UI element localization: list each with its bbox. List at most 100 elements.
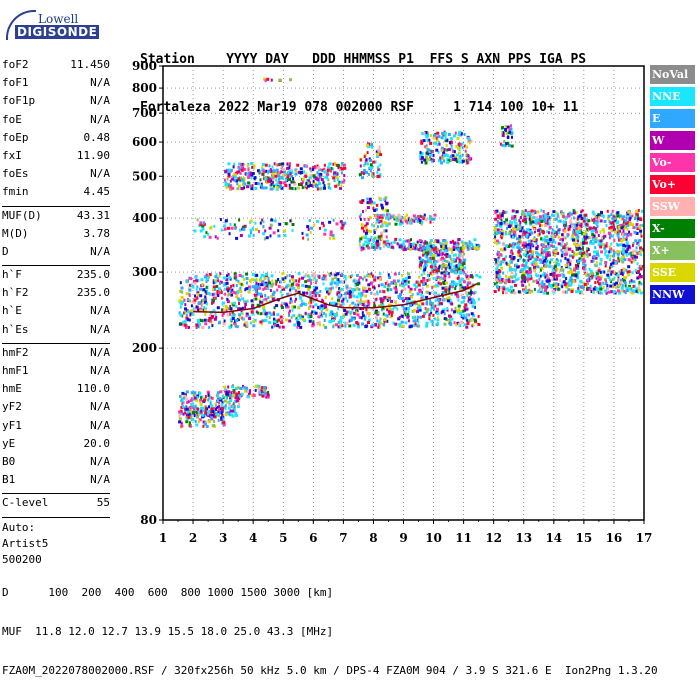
echo-point	[529, 232, 532, 236]
echo-point	[458, 145, 461, 149]
echo-point	[387, 273, 390, 277]
echo-point	[582, 213, 585, 217]
echo-point	[471, 275, 474, 279]
echo-point	[422, 217, 426, 221]
x-tick-label: 11	[455, 531, 472, 545]
echo-point	[507, 245, 511, 248]
echo-point	[627, 224, 630, 227]
echo-point	[616, 243, 620, 247]
echo-point	[381, 208, 384, 212]
echo-point	[453, 282, 457, 286]
echo-point	[245, 277, 249, 280]
echo-point	[576, 260, 580, 263]
echo-point	[331, 273, 335, 277]
echo-point	[228, 413, 231, 417]
echo-point	[508, 231, 511, 235]
echo-point	[259, 312, 263, 316]
echo-point	[406, 315, 410, 319]
echo-point	[281, 162, 285, 166]
echo-point	[613, 226, 616, 230]
echo-point	[446, 306, 449, 310]
echo-point	[358, 215, 361, 219]
echo-point	[336, 313, 339, 317]
echo-point	[621, 233, 624, 237]
echo-point	[381, 306, 385, 310]
echo-point	[630, 212, 633, 216]
echo-point	[431, 267, 434, 271]
echo-point	[275, 171, 279, 175]
echo-point	[581, 246, 584, 250]
echo-point	[260, 294, 263, 298]
echo-point	[424, 161, 428, 165]
echo-point	[286, 162, 289, 166]
echo-point	[288, 292, 292, 296]
echo-point	[227, 226, 230, 230]
echo-point	[639, 246, 643, 250]
echo-point	[530, 216, 533, 220]
echo-point	[597, 243, 601, 247]
echo-point	[288, 183, 291, 187]
echo-point	[432, 306, 435, 310]
echo-point	[589, 269, 593, 273]
echo-point	[387, 310, 391, 314]
echo-point	[466, 294, 469, 298]
echo-point	[343, 174, 346, 178]
echo-point	[509, 285, 513, 289]
echo-point	[561, 290, 565, 294]
echo-point	[420, 257, 423, 261]
echo-point	[178, 311, 181, 315]
echo-point	[314, 281, 317, 285]
echo-point	[451, 251, 454, 254]
echo-point	[464, 242, 468, 245]
echo-point	[244, 288, 247, 292]
echo-point	[262, 169, 266, 173]
echo-point	[241, 166, 244, 170]
echo-point	[228, 401, 231, 405]
echo-point	[430, 268, 434, 272]
echo-point	[311, 294, 314, 298]
echo-point	[530, 209, 534, 213]
echo-point	[192, 411, 195, 415]
echo-point	[637, 224, 640, 228]
echo-point	[453, 150, 456, 154]
echo-point	[437, 281, 440, 285]
echo-point	[496, 267, 499, 271]
echo-point	[410, 295, 414, 299]
echo-point	[248, 234, 251, 238]
echo-point	[323, 184, 326, 188]
echo-point	[199, 307, 203, 311]
echo-point	[580, 248, 584, 251]
echo-point	[496, 242, 499, 246]
echo-point	[221, 296, 223, 300]
echo-point	[426, 148, 430, 152]
echo-point	[311, 184, 314, 188]
echo-point	[528, 218, 531, 221]
param-separator	[2, 493, 110, 495]
echo-point	[463, 323, 467, 327]
echo-point	[499, 253, 503, 257]
echo-point	[614, 285, 617, 289]
echo-point	[575, 266, 578, 270]
echo-point	[361, 314, 365, 318]
echo-point	[301, 317, 305, 321]
echo-point	[611, 217, 615, 221]
param-row-fxi: fxI 11.90	[2, 149, 110, 167]
echo-point	[355, 274, 359, 278]
echo-point	[404, 219, 408, 223]
echo-point	[524, 259, 527, 263]
echo-point	[454, 306, 457, 310]
echo-point	[332, 325, 335, 329]
echo-point	[578, 284, 581, 288]
echo-point	[251, 278, 254, 281]
echo-point	[222, 322, 226, 326]
echo-point	[518, 238, 522, 242]
echo-point	[417, 283, 421, 287]
echo-point	[440, 250, 443, 254]
echo-point	[596, 220, 599, 223]
echo-point	[226, 313, 229, 317]
echo-point	[209, 402, 212, 406]
echo-point	[230, 288, 234, 292]
echo-point	[543, 224, 547, 228]
echo-point	[265, 395, 268, 399]
echo-point	[466, 322, 470, 326]
